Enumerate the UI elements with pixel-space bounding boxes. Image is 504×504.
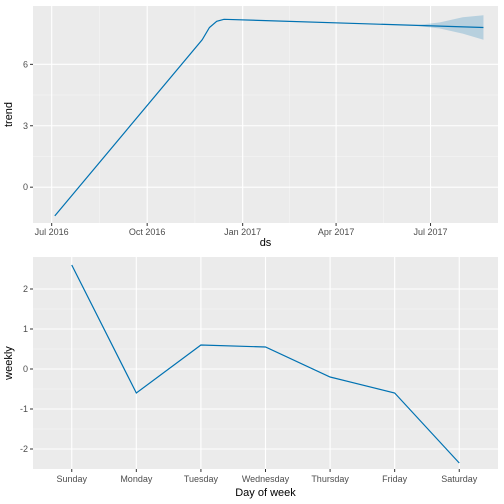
x-tick-label: Sunday xyxy=(56,474,87,484)
x-tick-label: Friday xyxy=(382,474,408,484)
trend-line xyxy=(54,18,484,217)
trend-chart: Jul 2016 Oct 2016 Jan 2017 Apr 2017 Jul 2017… xyxy=(3,6,498,249)
x-tick-label: Thursday xyxy=(311,474,349,484)
x-tick-label: Oct 2016 xyxy=(129,227,166,237)
x-tick-label: Jul 2016 xyxy=(35,227,69,237)
uncertainty-band xyxy=(413,15,484,40)
y-axis-title: trend xyxy=(3,102,15,127)
plot-panel xyxy=(33,6,498,223)
y-tick-label: 1 xyxy=(23,324,28,334)
y-tick-label: 2 xyxy=(23,284,28,294)
y-tick-label: 0 xyxy=(23,182,28,192)
x-tick-label: Tuesday xyxy=(184,474,219,484)
y-tick-label: 0 xyxy=(23,364,28,374)
y-tick-label: 6 xyxy=(23,59,28,69)
weekly-chart: Sunday Monday Tuesday Wednesday Thursday Frid… xyxy=(3,257,498,499)
x-tick-label: Wednesday xyxy=(242,474,290,484)
y-tick-label: -1 xyxy=(20,404,28,414)
y-tick-label: -2 xyxy=(20,444,28,454)
y-tick-label: 3 xyxy=(23,121,28,131)
x-axis-title: Day of week xyxy=(235,487,296,499)
x-tick-label: Apr 2017 xyxy=(318,227,355,237)
x-tick-label: Jan 2017 xyxy=(224,227,261,237)
x-tick-label: Monday xyxy=(120,474,153,484)
y-axis-title: weekly xyxy=(3,346,15,381)
x-tick-label: Jul 2017 xyxy=(414,227,448,237)
weekly-line xyxy=(71,264,460,464)
x-axis-title: ds xyxy=(260,237,272,249)
x-tick-label: Saturday xyxy=(441,474,478,484)
